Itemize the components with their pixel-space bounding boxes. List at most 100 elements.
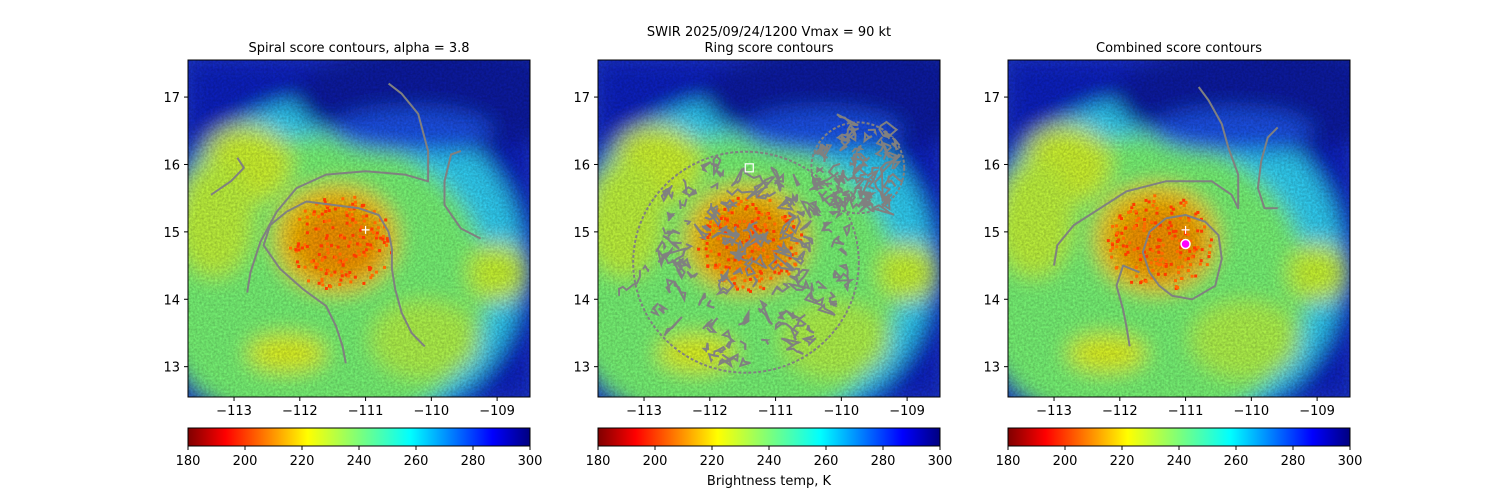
colorbar-tick-label: 280 (871, 454, 896, 469)
pixel (312, 212, 316, 216)
pixel (1178, 216, 1182, 220)
pixel (1151, 203, 1155, 207)
ring-contour (810, 282, 815, 302)
pixel (315, 262, 319, 266)
pixel (1161, 243, 1165, 247)
pixel (1168, 231, 1172, 235)
pixel (706, 264, 710, 268)
pixel (1194, 212, 1198, 216)
pixel (334, 255, 338, 259)
pixel (340, 270, 344, 274)
ring-contour (850, 152, 871, 165)
pixel (731, 199, 735, 203)
pixel (1196, 229, 1200, 233)
ring-contour (672, 257, 684, 266)
ring-contour (757, 299, 774, 326)
ring-contour (870, 204, 895, 216)
pixel (345, 221, 349, 225)
pixel (381, 237, 385, 241)
pixel (379, 236, 383, 240)
pixel (347, 244, 351, 248)
ring-contour (710, 317, 719, 328)
pixel (348, 216, 352, 220)
ring-contour (678, 198, 688, 210)
pixel (349, 280, 353, 284)
ring-contour (834, 193, 843, 207)
pixel (711, 229, 715, 233)
ring-contour (791, 318, 807, 332)
panel-3: Combined score contours −113 −112 −111 −110 −… (983, 41, 1362, 469)
pixel (800, 233, 804, 237)
satellite-image (598, 60, 940, 397)
pixel (378, 249, 382, 253)
pixel (365, 214, 369, 218)
pixel (1188, 249, 1192, 253)
ring-contour (880, 195, 892, 211)
pixel (759, 229, 763, 233)
ring-contour (779, 219, 792, 235)
pixel (1163, 272, 1167, 276)
pixel (1174, 279, 1177, 283)
pixel (1127, 210, 1131, 214)
ring-contour (657, 249, 665, 269)
pixel (326, 205, 329, 209)
pixel (348, 208, 352, 211)
pixel (1142, 225, 1146, 229)
ring-contour (867, 128, 878, 137)
ring-contour (701, 224, 712, 232)
pixel (327, 204, 330, 207)
ring-contour (702, 318, 715, 331)
pixel (743, 279, 747, 283)
pixel (736, 196, 740, 200)
pixel (1205, 263, 1209, 267)
y-tick-label: 13 (983, 361, 1000, 376)
y-tick-label: 15 (983, 226, 1000, 241)
pixel (1149, 261, 1153, 265)
pixel (328, 219, 332, 223)
ring-contour (665, 278, 675, 294)
pixel (726, 220, 730, 224)
ring-contour (784, 309, 800, 320)
pixel (326, 269, 330, 273)
pixel (341, 263, 345, 267)
ring-contour (752, 276, 759, 288)
pixel (1120, 231, 1124, 235)
pixel (762, 248, 765, 252)
ring-contour (835, 124, 860, 140)
pixel (739, 200, 743, 204)
pixel (356, 242, 360, 246)
pixel (732, 282, 736, 286)
pixel (345, 214, 349, 218)
pixel (1180, 265, 1184, 269)
pixel (337, 260, 341, 264)
pixel (384, 218, 388, 222)
pixel (362, 250, 366, 254)
pixel (311, 259, 315, 263)
ring-contour (857, 178, 871, 200)
pixel (1111, 246, 1115, 250)
ring-contour (753, 176, 776, 199)
pixel (754, 207, 758, 211)
pixel (734, 285, 738, 289)
pixel (1120, 217, 1123, 221)
pixel (386, 239, 390, 243)
x-tick-label: −109 (479, 404, 515, 419)
ring-contour (789, 273, 806, 290)
pixel (312, 210, 316, 214)
colorbar-tick-label: 260 (1224, 454, 1249, 469)
pixel (749, 229, 753, 233)
ring-contour (855, 144, 862, 153)
pixel (1173, 234, 1177, 238)
pixel (1179, 251, 1183, 255)
pixel (1137, 216, 1141, 220)
ring-contour (717, 353, 739, 367)
pixel (362, 235, 365, 239)
pixel (350, 213, 354, 217)
texture (1008, 60, 1350, 397)
colorbar-tick-label: 240 (757, 454, 782, 469)
pixel (1109, 249, 1113, 253)
pixel (323, 200, 327, 204)
ring-contour (860, 195, 874, 207)
ring-contour (700, 161, 712, 173)
pixel (343, 236, 347, 240)
